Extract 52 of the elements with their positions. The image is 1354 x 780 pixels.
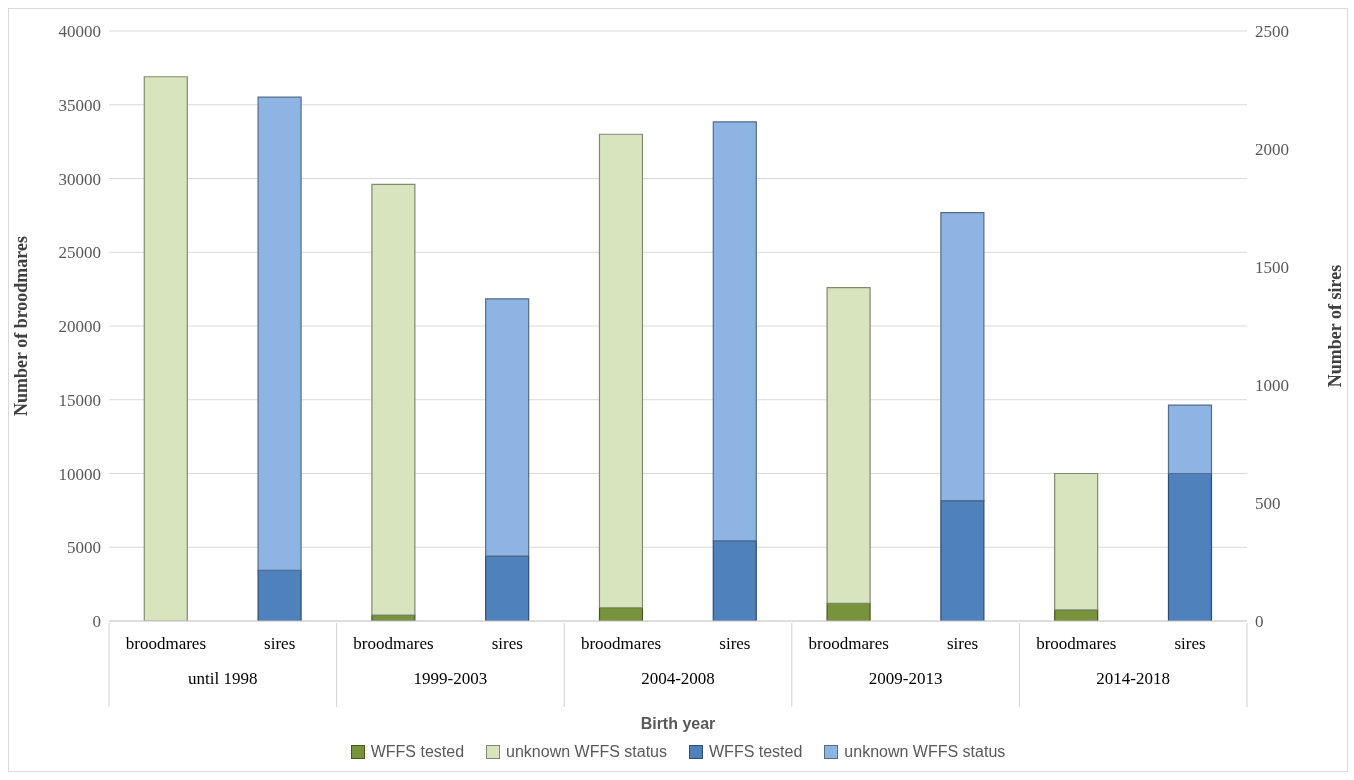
legend-label: unknown WFFS status [844,743,1006,761]
bar [940,500,985,621]
x-tick-label: broodmares [125,634,207,653]
x-tick-label: broodmares [808,634,889,653]
x-tick-label: sires [1174,634,1206,653]
y-tick-label: 30000 [58,169,101,189]
y-tick-label: 40000 [58,22,101,42]
x-tick-label: broodmares [353,634,434,653]
text: 2004-2008 [641,669,715,688]
y-axis-title: Number of broodmares [11,236,32,416]
x-tick-label: sires [491,634,523,653]
bar [1167,404,1213,475]
y-tick-label: 10000 [58,464,101,484]
x-tick-label: broodmares [1036,634,1117,653]
bar [257,569,302,621]
y-tick-label: 5000 [67,538,101,558]
bar [485,555,530,621]
y2-tick-label: 0 [1255,612,1264,632]
bar [1167,472,1213,621]
bar [485,298,530,557]
bar [940,212,985,502]
y-tick-label: 35000 [58,95,101,115]
y-tick-label: 15000 [58,390,101,410]
bar [1054,472,1099,611]
x-tick-label: broodmares [580,634,662,653]
legend-label: unknown WFFS status [506,743,667,761]
bar [143,76,188,621]
y2-tick-label: 1500 [1255,258,1289,278]
y2-tick-label: 500 [1255,494,1281,514]
legend-label: WFFS tested [709,743,803,761]
x-axis-title: Birth year [640,715,716,732]
bar [598,133,644,609]
x-tick-label: sires [264,634,296,653]
text: until 1998 [188,669,258,688]
y-tick-label: 20000 [58,317,101,337]
y-tick-label: 25000 [58,243,101,263]
text: 1999-2003 [413,669,488,688]
bar [712,121,757,542]
y-tick-label: 0 [92,612,101,632]
y2-axis-title: Number of sires [1325,264,1346,388]
text: 2009-2013 [868,669,943,688]
y2-tick-label: 2500 [1255,22,1289,42]
bar [257,96,302,571]
x-tick-label: sires [946,634,979,653]
bar [826,287,871,604]
bar [371,183,416,616]
y2-tick-label: 2000 [1255,140,1289,160]
bar [712,540,757,621]
legend-label: WFFS tested [370,743,465,761]
text: 2014-2018 [1096,669,1171,688]
y2-tick-label: 1000 [1255,376,1289,396]
x-tick-label: sires [719,634,751,653]
